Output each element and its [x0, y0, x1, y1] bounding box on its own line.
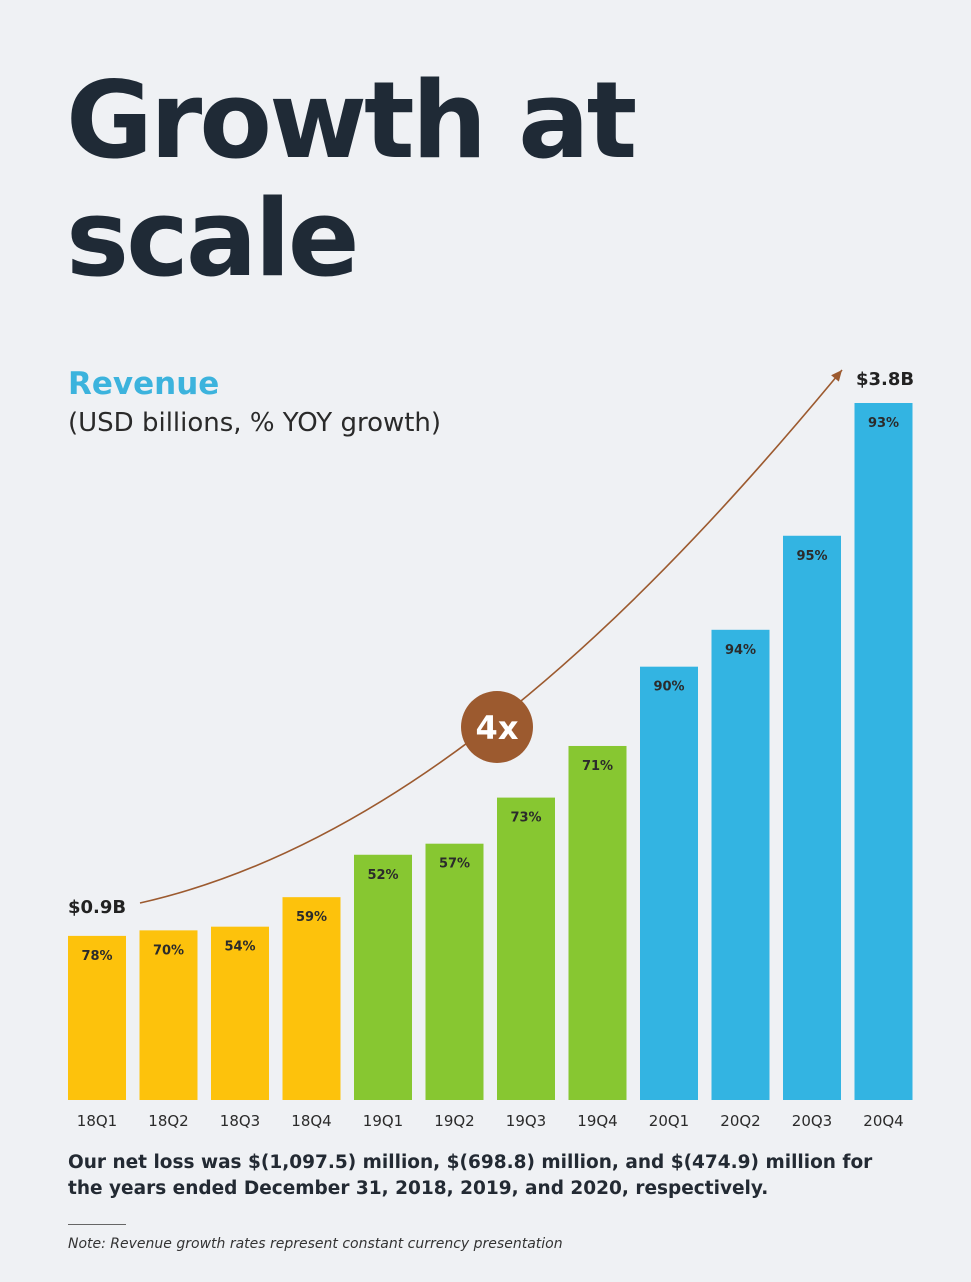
- bar-19Q2: [425, 843, 484, 1100]
- bar-18Q4: [282, 897, 341, 1100]
- growth-arrow-curve: [139, 369, 843, 904]
- x-tick-19Q2: 19Q2: [434, 1112, 474, 1130]
- bar-18Q2: [139, 930, 198, 1100]
- growth-label-18Q1: 78%: [81, 949, 112, 964]
- chart-subtitle: (USD billions, % YOY growth): [68, 408, 442, 438]
- bar-19Q4: [568, 745, 627, 1100]
- growth-label-18Q4: 59%: [296, 910, 327, 925]
- growth-label-18Q3: 54%: [224, 940, 255, 955]
- end-value-label: $3.8B: [856, 369, 914, 390]
- multiplier-badge: [461, 691, 533, 763]
- x-tick-19Q1: 19Q1: [363, 1112, 403, 1130]
- x-tick-20Q4: 20Q4: [863, 1112, 903, 1130]
- x-tick-18Q4: 18Q4: [291, 1112, 331, 1130]
- bar-20Q3: [783, 535, 841, 1100]
- x-tick-19Q4: 19Q4: [577, 1112, 617, 1130]
- x-tick-20Q3: 20Q3: [792, 1112, 832, 1130]
- x-tick-20Q1: 20Q1: [649, 1112, 689, 1130]
- bar-20Q1: [640, 666, 698, 1100]
- net-loss-footnote: Our net loss was $(1,097.5) million, $(6…: [68, 1152, 873, 1199]
- bar-20Q2: [711, 629, 770, 1100]
- growth-label-19Q1: 52%: [367, 868, 398, 883]
- headline-line-2: scale: [66, 177, 360, 300]
- growth-label-19Q4: 71%: [582, 759, 613, 774]
- growth-label-19Q2: 57%: [439, 857, 470, 872]
- headline: Growth at scale: [66, 59, 637, 300]
- chart-title: Revenue: [68, 366, 220, 402]
- bar-20Q4: [854, 403, 913, 1100]
- x-tick-20Q2: 20Q2: [720, 1112, 760, 1130]
- start-value-label: $0.9B: [68, 897, 126, 918]
- bar-18Q1: [68, 935, 126, 1100]
- headline-line-1: Growth at: [66, 59, 637, 182]
- growth-label-18Q2: 70%: [153, 943, 184, 958]
- note-divider: [68, 1224, 126, 1225]
- growth-label-20Q2: 94%: [725, 643, 756, 658]
- x-tick-19Q3: 19Q3: [506, 1112, 546, 1130]
- growth-label-19Q3: 73%: [510, 811, 541, 826]
- growth-label-20Q3: 95%: [796, 549, 827, 564]
- x-tick-18Q2: 18Q2: [148, 1112, 188, 1130]
- x-tick-18Q3: 18Q3: [220, 1112, 260, 1130]
- currency-note: Note: Revenue growth rates represent con…: [68, 1236, 563, 1252]
- bar-18Q3: [211, 926, 269, 1100]
- growth-arrow-head: [831, 370, 842, 382]
- growth-label-20Q4: 93%: [868, 416, 899, 431]
- growth-label-20Q1: 90%: [653, 680, 684, 695]
- x-tick-18Q1: 18Q1: [77, 1112, 117, 1130]
- multiplier-label: 4x: [476, 709, 519, 747]
- bar-19Q3: [497, 797, 555, 1100]
- bar-19Q1: [354, 854, 412, 1100]
